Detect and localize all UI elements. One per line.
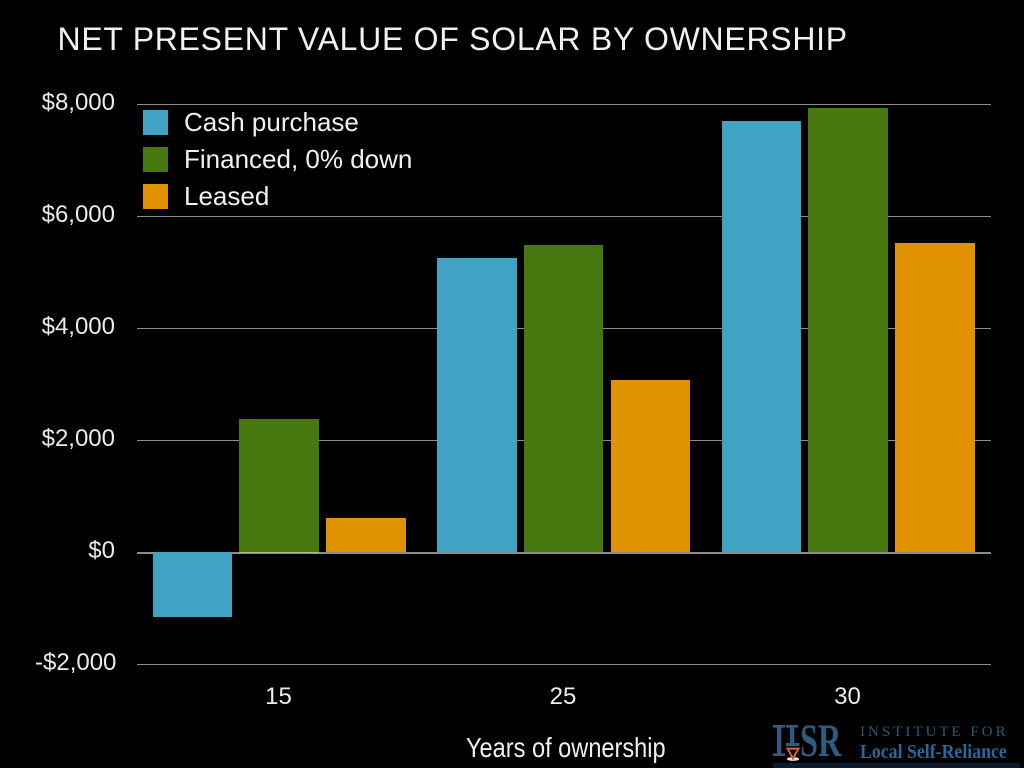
svg-text:SR: SR xyxy=(800,722,842,764)
